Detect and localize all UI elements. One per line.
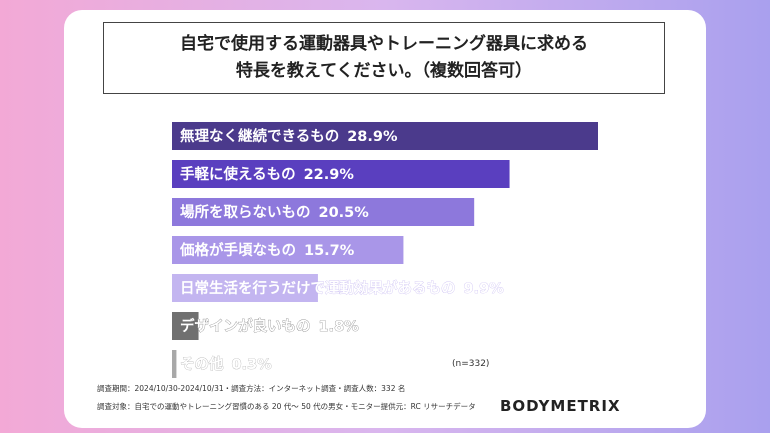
survey-meta-line-2: 調査対象：自宅での運動やトレーニング習慣のある 20 代〜 50 代の男女・モニ… xyxy=(97,402,476,411)
bar-2 xyxy=(172,160,510,188)
category-label: 場所を取らないもの xyxy=(180,204,311,221)
value-label: 28.9% xyxy=(347,129,398,145)
category-label: デザインが良いもの xyxy=(180,317,311,335)
value-label: 15.7% xyxy=(304,243,355,259)
bar-label-4: 価格が手頃なもの 15.7% xyxy=(179,241,355,259)
bar-label-1: 無理なく継続できるもの 28.9% xyxy=(180,127,398,145)
bar-3 xyxy=(172,198,475,226)
bar-7 xyxy=(172,350,177,378)
category-label: 手軽に使えるもの xyxy=(180,165,296,183)
bar-label-5: 日常生活を行うだけで運動効果があるもの 9.9% xyxy=(180,279,504,297)
brand-logo: BODYMETRIX xyxy=(500,397,621,415)
bar-label-2: 手軽に使えるもの 22.9% xyxy=(180,165,354,183)
value-label: 0.3% xyxy=(232,357,273,373)
value-label: 9.9% xyxy=(464,281,505,297)
value-label: 1.8% xyxy=(319,319,360,335)
category-label: 日常生活を行うだけで運動効果があるもの xyxy=(180,279,456,297)
category-label: 無理なく継続できるもの xyxy=(180,127,339,145)
bar-1 xyxy=(172,122,598,150)
bar-5 xyxy=(172,274,318,302)
bar-label-7: その他 0.3% xyxy=(180,355,272,373)
title-line-1: 自宅で使用する運動器具やトレーニング器具に求める xyxy=(180,34,588,54)
category-label: 価格が手頃なもの xyxy=(179,241,296,259)
sample-size-note: (n=332) xyxy=(452,359,490,369)
bar-label-6: デザインが良いもの 1.8% xyxy=(180,317,359,335)
bar-6 xyxy=(172,312,199,340)
category-label: その他 xyxy=(180,355,224,373)
question-title-box: 自宅で使用する運動器具やトレーニング器具に求める 特長を教えてください。（複数回… xyxy=(103,22,665,94)
title-line-2: 特長を教えてください。（複数回答可） xyxy=(235,61,533,81)
value-label: 22.9% xyxy=(304,167,355,183)
survey-meta-line-1: 調査期間：2024/10/30-2024/10/31・調査方法：インターネット調… xyxy=(97,384,406,393)
value-label: 20.5% xyxy=(319,205,370,221)
bar-4 xyxy=(172,236,404,264)
bar-label-3: 場所を取らないもの 20.5% xyxy=(180,204,369,221)
